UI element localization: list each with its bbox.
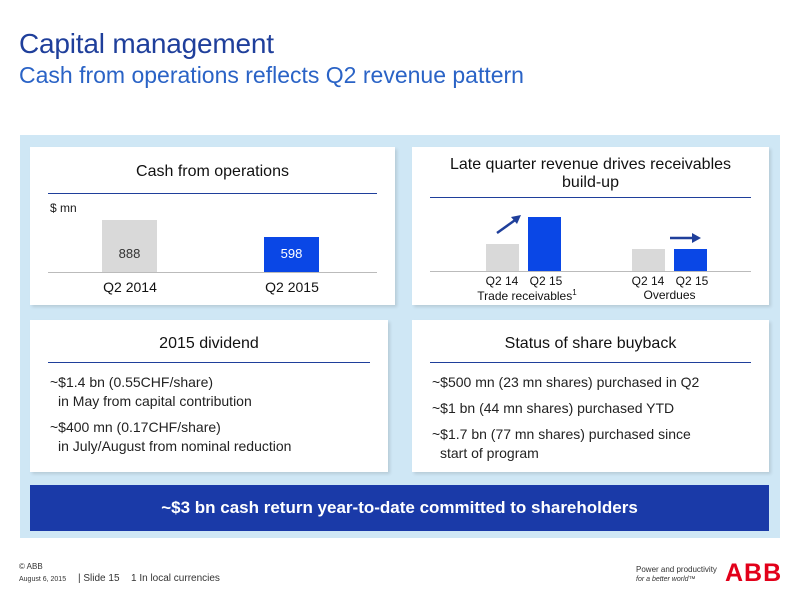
up-trend-arrow-icon [496,215,521,235]
cash-value-2014: 888 [118,246,141,261]
tagline-line2: for a better world™ [636,576,696,583]
cash-unit-label: $ mn [50,201,77,215]
presentation-date: August 6, 2015 [19,576,67,583]
trade-bar-q2-14 [486,244,519,271]
overdues-label-q2-15: Q2 15 [675,274,709,288]
cash-from-operations-card: Cash from operations $ mn 888 598 Q2 201… [30,147,395,305]
dividend-card: 2015 dividend ~$1.4 bn (0.55CHF/share) i… [30,320,388,472]
dividend-item: ~$400 mn (0.17CHF/share) in July/August … [50,418,291,456]
trade-label-q2-15: Q2 15 [529,274,563,288]
overdues-bar-q2-14 [632,249,665,271]
dividend-item-line2: in July/August from nominal reduction [58,438,292,454]
tagline-line1: Power and productivity [636,565,717,574]
buyback-card-heading: Status of share buyback [504,335,677,352]
buyback-item: ~$1.7 bn (77 mn shares) purchased since … [432,425,691,463]
footnote-text: 1 In local currencies [131,573,220,584]
cash-axis-line [48,272,377,273]
trade-bar-q2-15 [528,217,561,271]
cash-card-rule [48,193,377,194]
buyback-card-rule [430,362,751,363]
abb-logo-text: ABB [725,559,783,587]
buyback-item: ~$1 bn (44 mn shares) purchased YTD [432,399,674,418]
dividend-card-heading: 2015 dividend [159,335,259,352]
footnote-mark: 1 [572,288,577,297]
dividend-item-line2: in May from capital contribution [58,393,252,409]
slide-subtitle: Cash from operations reflects Q2 revenue… [19,62,524,88]
cash-label-2015: Q2 2015 [265,279,319,295]
buyback-item-line2: start of program [440,445,539,461]
trade-receivables-group-label: Trade receivables1 [452,288,602,303]
share-buyback-card: Status of share buyback ~$500 mn (23 mn … [412,320,769,472]
overdues-group-label: Overdues [643,288,696,302]
dividend-item: ~$1.4 bn (0.55CHF/share) in May from cap… [50,373,252,411]
overdues-label-q2-14: Q2 14 [631,274,665,288]
copyright-text: © ABB [19,562,43,571]
cash-card-heading: Cash from operations [136,163,289,180]
trade-label-q2-14: Q2 14 [485,274,519,288]
buyback-item-line1: ~$1 bn (44 mn shares) purchased YTD [432,400,675,416]
cash-bar-2015: 598 [264,237,319,272]
slide-title: Capital management [19,28,274,59]
buyback-item-line1: ~$500 mn (23 mn shares) purchased in Q2 [432,374,700,390]
dividend-item-line1: ~$1.4 bn (0.55CHF/share) [50,374,214,390]
buyback-item: ~$500 mn (23 mn shares) purchased in Q2 [432,373,699,392]
receivables-card-rule [430,197,751,198]
receivables-card-heading: Late quarter revenue drives receivables … [449,156,732,191]
dividend-item-line1: ~$400 mn (0.17CHF/share) [50,419,221,435]
receivables-card: Late quarter revenue drives receivables … [412,147,769,305]
cash-value-2015: 598 [280,246,303,261]
slide-number: | Slide 15 [78,573,120,584]
trade-receivables-text: Trade receivables [477,289,573,303]
abb-logo: ABB [725,560,783,586]
receivables-axis-line [430,271,751,272]
cash-label-2014: Q2 2014 [103,279,157,295]
cash-bar-2014: 888 [102,220,157,272]
overdues-bar-q2-15 [674,249,707,271]
dividend-card-rule [48,362,370,363]
flat-trend-arrow-icon [670,233,701,243]
cash-return-banner: ~$3 bn cash return year-to-date committe… [30,485,769,531]
buyback-item-line1: ~$1.7 bn (77 mn shares) purchased since [432,426,691,442]
